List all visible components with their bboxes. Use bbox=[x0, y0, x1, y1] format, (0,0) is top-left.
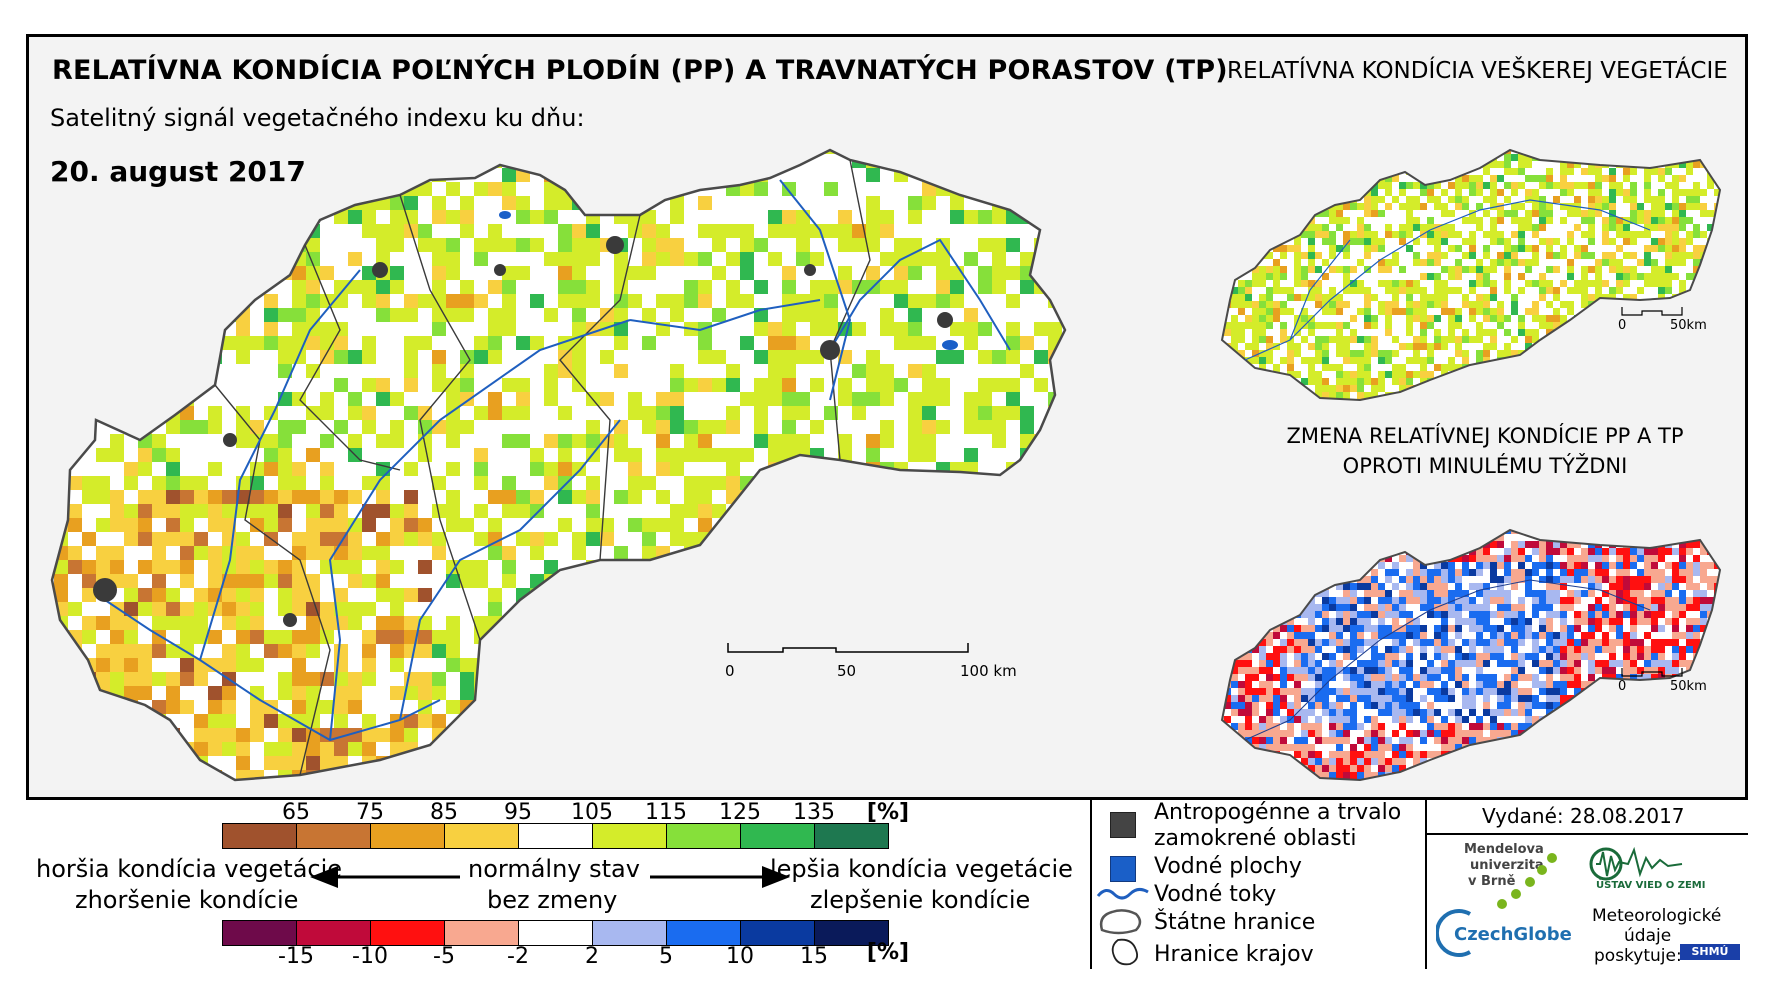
change-tick: -5 bbox=[433, 944, 455, 969]
condition-swatch bbox=[518, 823, 593, 849]
river-symbol bbox=[1096, 887, 1149, 900]
meteo-line-1: Meteorologické bbox=[1592, 906, 1722, 926]
condition-swatch bbox=[666, 823, 741, 849]
mendel-logo-icon bbox=[1497, 853, 1557, 909]
change-swatch bbox=[740, 920, 815, 946]
condition-tick: 95 bbox=[504, 800, 532, 825]
anthropogenic-symbol bbox=[1110, 812, 1136, 838]
condition-swatch bbox=[296, 823, 371, 849]
main-scale-50: 50 bbox=[837, 662, 857, 680]
change-swatch bbox=[222, 920, 297, 946]
mendel-line-1: Mendelova bbox=[1464, 842, 1544, 857]
water-bodies bbox=[499, 211, 958, 350]
change-swatch bbox=[518, 920, 593, 946]
change-unit: [%] bbox=[866, 940, 910, 965]
change-tick: 15 bbox=[800, 944, 828, 969]
change-swatch bbox=[370, 920, 445, 946]
mendel-line-3: v Brně bbox=[1468, 874, 1516, 889]
condition-tick: 115 bbox=[645, 800, 687, 825]
main-scale-bar bbox=[718, 640, 1008, 664]
change-swatch bbox=[666, 920, 741, 946]
change-swatch bbox=[814, 920, 889, 946]
change-tick: -10 bbox=[352, 944, 388, 969]
worse-label: horšia kondícia vegetácie bbox=[36, 855, 343, 883]
condition-swatch bbox=[444, 823, 519, 849]
region-border-symbol bbox=[1111, 938, 1139, 966]
change-tick: -2 bbox=[507, 944, 529, 969]
change-swatch bbox=[296, 920, 371, 946]
issued-date: Vydané: 28.08.2017 bbox=[1482, 804, 1685, 828]
small-scale-2-50: 50km bbox=[1670, 679, 1707, 694]
region-borders bbox=[214, 159, 871, 776]
uvgz-logo-icon bbox=[1589, 846, 1683, 881]
condition-tick: 135 bbox=[793, 800, 835, 825]
water-bodies-label: Vodné plochy bbox=[1154, 854, 1302, 879]
change-map-title: ZMENA RELATÍVNEJ KONDÍCIE PP A TP OPROTI… bbox=[1286, 424, 1684, 478]
change-tick: 10 bbox=[726, 944, 754, 969]
anthropogenic-label-1: Antropogénne a trvalo bbox=[1154, 800, 1402, 825]
meteo-line-2: údaje bbox=[1624, 926, 1672, 946]
small-scale-1-50: 50km bbox=[1670, 318, 1707, 333]
condition-tick: 105 bbox=[571, 800, 613, 825]
water-body-symbol bbox=[1110, 856, 1136, 882]
change-tick: -15 bbox=[278, 944, 314, 969]
small-scale-2-0: 0 bbox=[1618, 679, 1627, 694]
main-title: RELATÍVNA KONDÍCIA POĽNÝCH PLODÍN (PP) A… bbox=[52, 55, 1228, 86]
condition-swatch bbox=[740, 823, 815, 849]
date-label: 20. august 2017 bbox=[50, 155, 306, 188]
worsening-label: zhoršenie kondície bbox=[75, 886, 299, 914]
issued-divider bbox=[1425, 833, 1748, 835]
mendel-line-2: univerzita bbox=[1470, 858, 1544, 873]
czechglobe-logo: CzechGlobe bbox=[1454, 924, 1572, 945]
uvgz-logo: ÚSTAV VIED O ZEMI bbox=[1596, 880, 1706, 891]
vegetation-map-title: RELATÍVNA KONDÍCIA VEŠKEREJ VEGETÁCIE bbox=[1227, 58, 1728, 84]
improvement-label: zlepšenie kondície bbox=[810, 886, 1031, 914]
condition-tick: 125 bbox=[719, 800, 761, 825]
small-scale-1-0: 0 bbox=[1618, 318, 1627, 333]
legend-divider-2 bbox=[1425, 797, 1427, 969]
condition-tick: 85 bbox=[430, 800, 458, 825]
state-border-symbol bbox=[1099, 909, 1142, 935]
change-swatch bbox=[444, 920, 519, 946]
water-streams-label: Vodné toky bbox=[1154, 882, 1277, 907]
change-tick: 2 bbox=[585, 944, 599, 969]
condition-swatch bbox=[592, 823, 667, 849]
region-border-label: Hranice krajov bbox=[1154, 942, 1314, 967]
legend-divider-1 bbox=[1090, 797, 1092, 969]
czechglobe-logo-icon bbox=[1436, 909, 1472, 957]
subtitle: Satelitný signál vegetačného indexu ku d… bbox=[50, 104, 585, 132]
legend-arrows bbox=[310, 866, 790, 888]
normal-label: normálny stav bbox=[468, 855, 640, 883]
meteo-line-3: poskytuje: bbox=[1594, 946, 1682, 966]
main-scale-0: 0 bbox=[725, 662, 735, 680]
condition-tick: 75 bbox=[356, 800, 384, 825]
rivers bbox=[104, 179, 1011, 742]
no-change-label: bez zmeny bbox=[487, 886, 618, 914]
change-swatch bbox=[592, 920, 667, 946]
condition-swatch bbox=[814, 823, 889, 849]
condition-swatch bbox=[370, 823, 445, 849]
condition-tick: 65 bbox=[282, 800, 310, 825]
condition-swatch bbox=[222, 823, 297, 849]
better-label: lepšia kondícia vegetácie bbox=[770, 855, 1073, 883]
small-scale-bar-1 bbox=[1620, 304, 1700, 323]
anthropogenic-areas bbox=[93, 236, 953, 627]
shmu-logo: SHMÚ bbox=[1680, 944, 1740, 960]
main-scale-100: 100 km bbox=[960, 662, 1017, 680]
small-scale-bar-2 bbox=[1620, 665, 1700, 684]
condition-unit: [%] bbox=[866, 800, 910, 825]
state-border-label: Štátne hranice bbox=[1154, 910, 1316, 935]
change-tick: 5 bbox=[659, 944, 673, 969]
anthropogenic-label-2: zamokrené oblasti bbox=[1154, 826, 1357, 851]
